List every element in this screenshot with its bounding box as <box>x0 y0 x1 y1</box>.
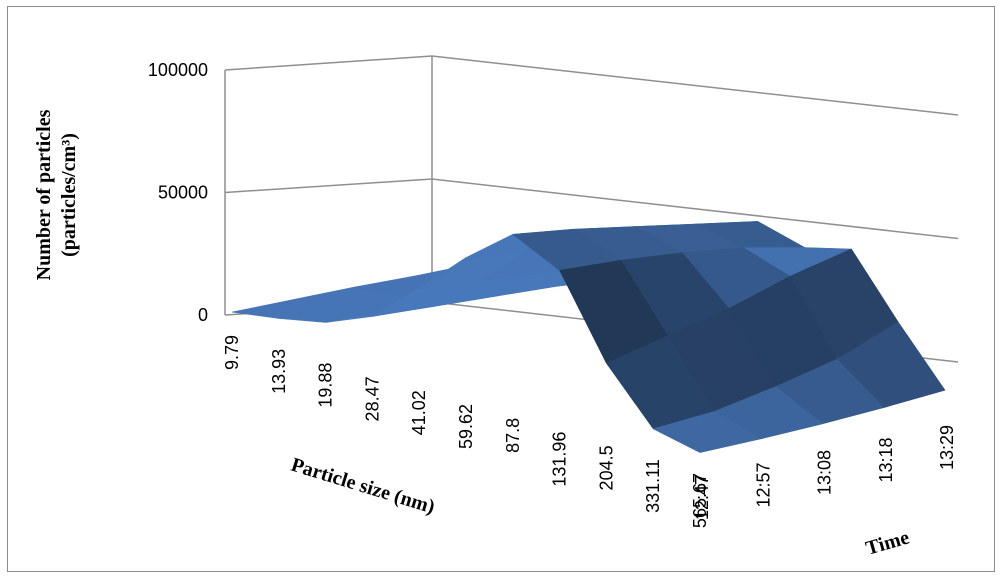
z-tick-label: 13:08 <box>815 450 835 495</box>
y-axis-title-line1: Number of particles <box>33 109 55 280</box>
x-axis-title: Particle size (nm) <box>289 454 438 519</box>
y-tick-labels: 0 50000 100000 <box>148 60 208 325</box>
surface-plot <box>231 221 946 453</box>
z-tick-label: 13:29 <box>937 425 957 470</box>
y-axis-title-line2: (particles/cm³) <box>58 133 80 257</box>
x-tick-label: 87.8 <box>503 418 523 453</box>
z-tick-label: 12:47 <box>692 475 712 520</box>
x-tick-label: 59.62 <box>456 404 476 449</box>
x-tick-labels: 9.79 13.93 19.88 28.47 41.02 59.62 87.8 131.96 2… <box>222 335 710 528</box>
x-tick-label: 331.11 <box>643 459 663 513</box>
gridline-100000 <box>224 55 959 116</box>
y-tick-label: 0 <box>198 305 208 325</box>
z-tick-label: 13:18 <box>876 438 896 483</box>
x-tick-label: 28.47 <box>362 376 382 421</box>
z-tick-label: 12:57 <box>753 463 773 508</box>
y-tick-label: 50000 <box>158 183 208 203</box>
z-axis-title: Time <box>863 526 912 559</box>
surface-patch-9-0 <box>652 411 763 453</box>
x-tick-label: 565.67 <box>690 473 710 528</box>
x-tick-label: 13.93 <box>269 349 289 394</box>
z-tick-labels: 12:47 12:57 13:08 13:18 13:29 <box>692 425 957 520</box>
y-tick-label: 100000 <box>148 60 208 80</box>
x-tick-label: 131.96 <box>550 432 570 487</box>
x-tick-label: 9.79 <box>222 335 242 370</box>
x-tick-label: 19.88 <box>316 363 336 408</box>
x-tick-label: 41.02 <box>409 390 429 435</box>
x-tick-label: 204.5 <box>596 445 616 490</box>
